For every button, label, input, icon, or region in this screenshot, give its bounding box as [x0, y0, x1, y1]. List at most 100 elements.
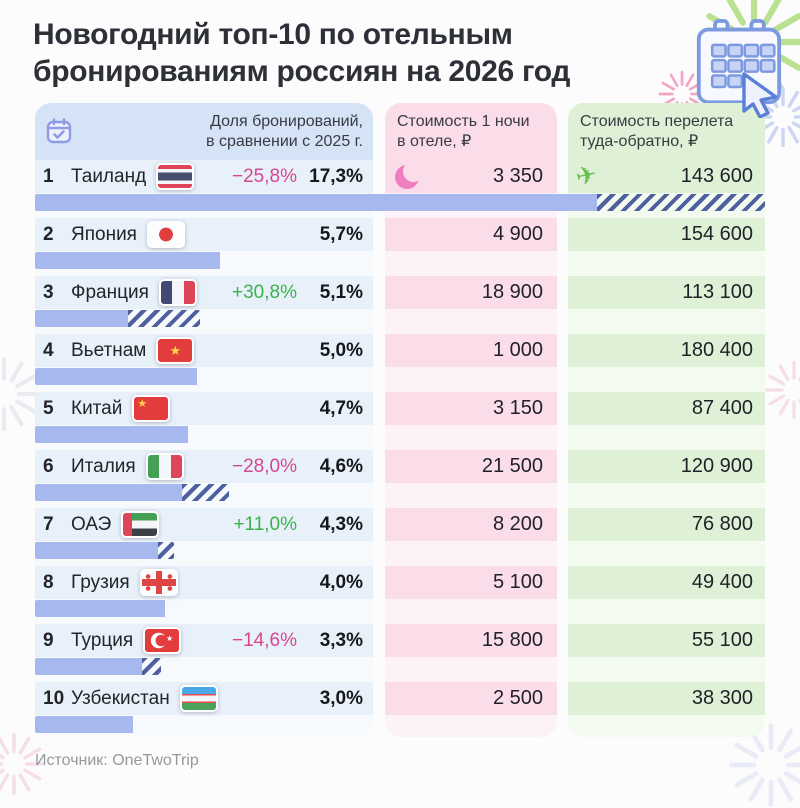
- flight-column-header: Стоимость перелета туда-обратно, ₽: [568, 103, 765, 160]
- ranking-table: Доля бронирований, в сравнении с 2025 г.…: [35, 103, 765, 739]
- page-title-line1: Новогодний топ-10 по отельным: [33, 18, 513, 51]
- rank: 5: [43, 397, 54, 419]
- share-bar-hatch: [182, 484, 230, 501]
- share-bar-hatch: [127, 310, 200, 327]
- hotel-header-line2: в отеле, ₽: [397, 133, 472, 150]
- flight-price: 55 100: [691, 629, 753, 651]
- firework-faint-right-icon: [764, 360, 800, 420]
- table-row: 8 Грузия 4,0% 5 100 49 400: [35, 566, 765, 599]
- flight-header-line2: туда-обратно, ₽: [580, 133, 699, 150]
- table-row: 6 Италия −28,0% 4,6% 21 500 120 900: [35, 450, 765, 483]
- hotel-price: 15 800: [481, 629, 543, 651]
- rank: 7: [43, 513, 54, 535]
- share-bar-solid: [35, 310, 128, 327]
- cursor-icon: [742, 72, 778, 118]
- country-flag-icon: [139, 569, 178, 596]
- share-value: 4,7%: [319, 397, 363, 419]
- share-value: 5,7%: [319, 223, 363, 245]
- rank: 1: [43, 165, 54, 187]
- table-row: 1 Таиланд −25,8% 17,3% 3 350 ✈ 143 600: [35, 160, 765, 193]
- hotel-price: 3 350: [492, 165, 543, 187]
- table-row: 9 Турция −14,6% 3,3% 15 800 55 100: [35, 624, 765, 657]
- table-row: 5 Китай 4,7% 3 150 87 400: [35, 392, 765, 425]
- share-value: 4,6%: [319, 455, 363, 477]
- country-name: Китай: [71, 397, 123, 419]
- share-bar: [35, 426, 765, 443]
- flight-price: 180 400: [680, 339, 753, 361]
- country-name: Япония: [71, 223, 137, 245]
- hotel-column-header: Стоимость 1 ночи в отеле, ₽: [385, 103, 557, 160]
- country-name: Франция: [71, 281, 149, 303]
- country-flag-icon: [132, 395, 171, 422]
- share-bar: [35, 716, 765, 733]
- flight-price: 143 600: [680, 165, 753, 187]
- flight-price: 49 400: [691, 571, 753, 593]
- page-title-line2: бронированиям россиян на 2026 год: [33, 55, 571, 88]
- share-bar-solid: [35, 542, 158, 559]
- share-value: 4,3%: [319, 513, 363, 535]
- share-bar-solid: [35, 368, 198, 385]
- share-bar-hatch: [597, 194, 765, 211]
- change-value: −25,8%: [232, 165, 297, 187]
- share-bar: [35, 484, 765, 501]
- hotel-price: 5 100: [492, 571, 543, 593]
- country-flag-icon: [156, 163, 195, 190]
- share-value: 17,3%: [309, 165, 363, 187]
- calendar-illustration-icon: [696, 19, 782, 105]
- rank: 8: [43, 571, 54, 593]
- rank: 6: [43, 455, 54, 477]
- share-bar-hatch: [142, 658, 162, 675]
- country-flag-icon: [156, 337, 195, 364]
- change-value: +30,8%: [232, 281, 297, 303]
- hotel-price: 21 500: [481, 455, 543, 477]
- table-row: 3 Франция +30,8% 5,1% 18 900 113 100: [35, 276, 765, 309]
- flight-price: 76 800: [691, 513, 753, 535]
- share-bar: [35, 194, 765, 211]
- hotel-price: 3 150: [492, 397, 543, 419]
- flight-price: 87 400: [691, 397, 753, 419]
- hotel-price: 1 000: [492, 339, 543, 361]
- country-name: Вьетнам: [71, 339, 147, 361]
- share-bar-solid: [35, 716, 133, 733]
- country-flag-icon: [179, 685, 218, 712]
- country-flag-icon: [143, 627, 182, 654]
- flight-price: 38 300: [691, 687, 753, 709]
- table-row: 4 Вьетнам 5,0% 1 000 180 400: [35, 334, 765, 367]
- rank: 4: [43, 339, 54, 361]
- flight-price: 113 100: [682, 281, 753, 303]
- share-bar: [35, 542, 765, 559]
- share-bar-solid: [35, 194, 598, 211]
- flight-price: 154 600: [680, 223, 753, 245]
- share-bar: [35, 310, 765, 327]
- share-value: 5,1%: [319, 281, 363, 303]
- country-flag-icon: [145, 453, 184, 480]
- rank: 3: [43, 281, 54, 303]
- country-name: Италия: [71, 455, 136, 477]
- moon-icon: [395, 160, 424, 189]
- share-column-header: Доля бронирований, в сравнении с 2025 г.: [35, 103, 373, 160]
- country-name: Турция: [71, 629, 134, 651]
- share-bar-solid: [35, 658, 143, 675]
- share-bar-solid: [35, 426, 188, 443]
- share-bar-solid: [35, 600, 165, 617]
- hotel-price: 2 500: [492, 687, 543, 709]
- airplane-icon: ✈: [573, 160, 600, 192]
- table-row: 7 ОАЭ +11,0% 4,3% 8 200 76 800: [35, 508, 765, 541]
- calendar-check-icon: [46, 118, 72, 144]
- country-flag-icon: [146, 221, 185, 248]
- share-value: 3,0%: [319, 687, 363, 709]
- change-value: −14,6%: [232, 629, 297, 651]
- share-header-line1: Доля бронирований,: [210, 113, 363, 130]
- share-bar-solid: [35, 484, 183, 501]
- flight-price: 120 900: [680, 455, 753, 477]
- share-header-line2: в сравнении с 2025 г.: [206, 133, 363, 150]
- page-title: Новогодний топ-10 по отельным бронирован…: [33, 16, 693, 90]
- hotel-price: 18 900: [481, 281, 543, 303]
- share-bar-solid: [35, 252, 221, 269]
- country-name: Узбекистан: [71, 687, 170, 709]
- table-row: 2 Япония 5,7% 4 900 154 600: [35, 218, 765, 251]
- flight-header-line1: Стоимость перелета: [580, 113, 734, 130]
- country-name: ОАЭ: [71, 513, 112, 535]
- country-name: Грузия: [71, 571, 130, 593]
- country-name: Таиланд: [71, 165, 147, 187]
